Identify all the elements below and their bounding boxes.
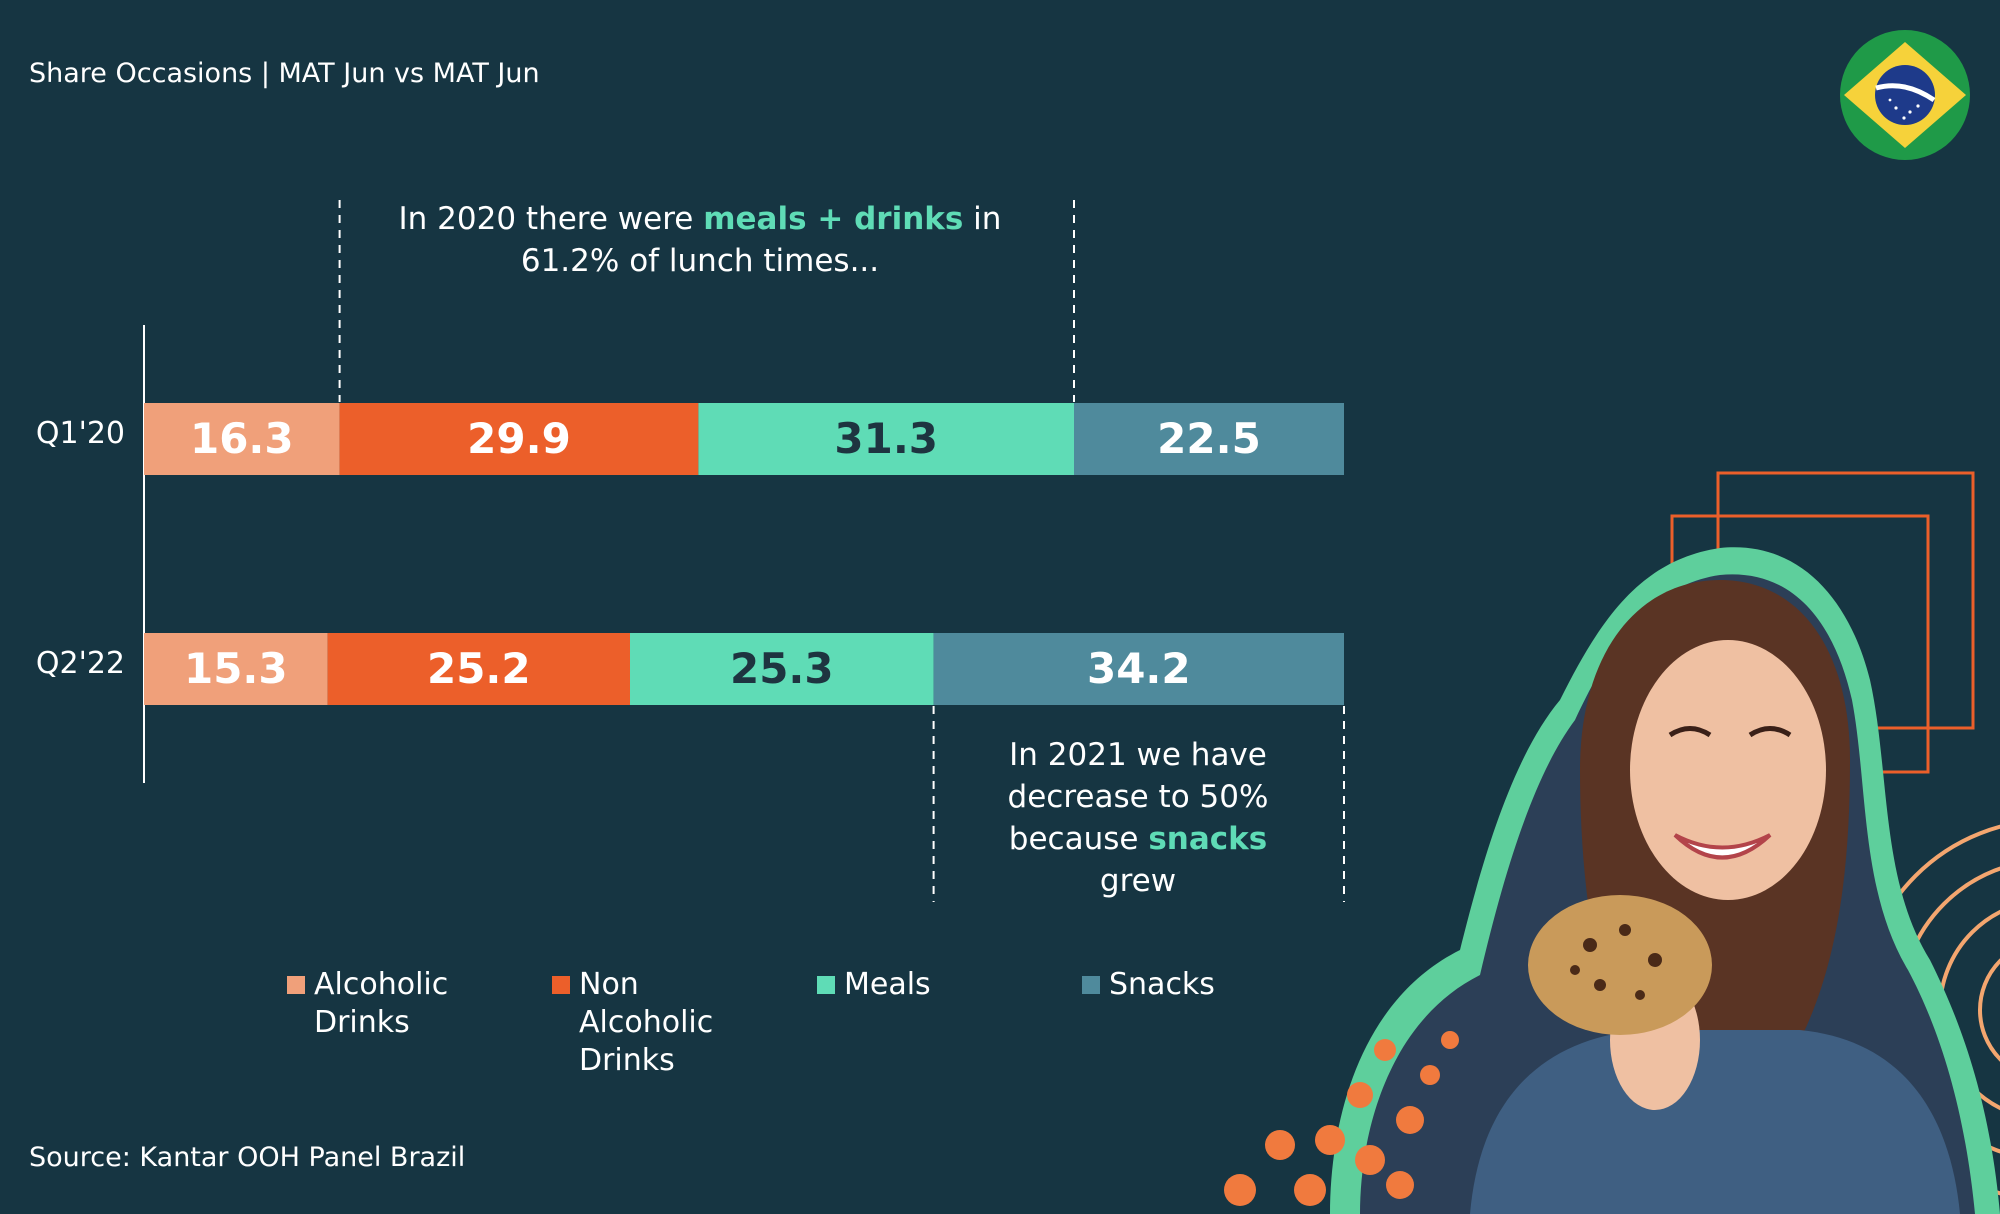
bar-meals-q222 [630,633,934,705]
legend-item-non-alcoholic: Non Alcoholic Drinks [552,966,772,1086]
bar-value-label: 29.9 [467,414,571,463]
legend-swatch-snacks [1082,976,1100,994]
callout-bottom-highlight: snacks [1148,821,1268,857]
bar-non-alcoholic-drinks-q120 [339,403,699,475]
smiling-woman-with-cookie-illustration [1224,471,2000,1214]
callout-top-text: In 2020 there were [398,201,704,237]
callout-meals-drinks: In 2020 there were meals + drinks in 61.… [340,198,1060,282]
callout-bottom-text: because [1008,821,1149,857]
bar-alcoholic-drinks-q120 [144,403,340,475]
bar-value-label: 34.2 [1087,644,1191,693]
bar-non-alcoholic-drinks-q222 [327,633,630,705]
bar-segments [144,403,1344,705]
brazil-flag-icon [1840,30,1970,160]
chart-subtitle: Share Occasions | MAT Jun vs MAT Jun [29,58,540,89]
legend-label-snacks: Snacks [1109,967,1215,1002]
row-label-q1-20: Q1'20 [35,416,125,451]
bar-value-label: 31.3 [834,414,938,463]
bar-alcoholic-drinks-q222 [144,633,328,705]
bar-value-label: 16.3 [190,414,294,463]
callout-top-highlight: meals + drinks [703,201,964,237]
bar-snacks-q120 [1074,403,1344,475]
legend-item-alcoholic: Alcoholic Drinks [287,966,507,1086]
callout-snacks: In 2021 we have decrease to 50% because … [938,734,1338,902]
bar-snacks-q222 [933,633,1344,705]
callout-guides [338,200,1345,902]
bar-value-label: 22.5 [1157,414,1261,463]
bar-value-label: 15.3 [184,644,288,693]
callout-bottom-line4: grew [1099,863,1177,899]
bar-value-labels: 16.3 29.9 31.3 22.5 15.3 25.2 25.3 34.2 [184,414,1261,693]
legend-swatch-meals [817,976,835,994]
callout-bottom-line2: decrease to 50% [1007,779,1269,815]
legend-item-snacks: Snacks [1082,966,1282,1006]
bar-value-label: 25.3 [730,644,834,693]
callout-top-line2: 61.2% of lunch times... [520,243,880,279]
legend-swatch-non-alcoholic [552,976,570,994]
legend-swatch-alcoholic [287,976,305,994]
legend-label-non-alcoholic: Non Alcoholic Drinks [579,967,714,1078]
callout-bottom-line1: In 2021 we have [1009,737,1267,773]
bar-meals-q120 [698,403,1074,475]
callout-top-text-end: in [963,201,1002,237]
bar-value-label: 25.2 [427,644,531,693]
legend-label-alcoholic: Alcoholic Drinks [314,967,449,1040]
row-label-q2-22: Q2'22 [35,646,125,681]
legend-item-meals: Meals [817,966,1017,1006]
legend-label-meals: Meals [844,967,931,1002]
source-note: Source: Kantar OOH Panel Brazil [29,1142,466,1173]
